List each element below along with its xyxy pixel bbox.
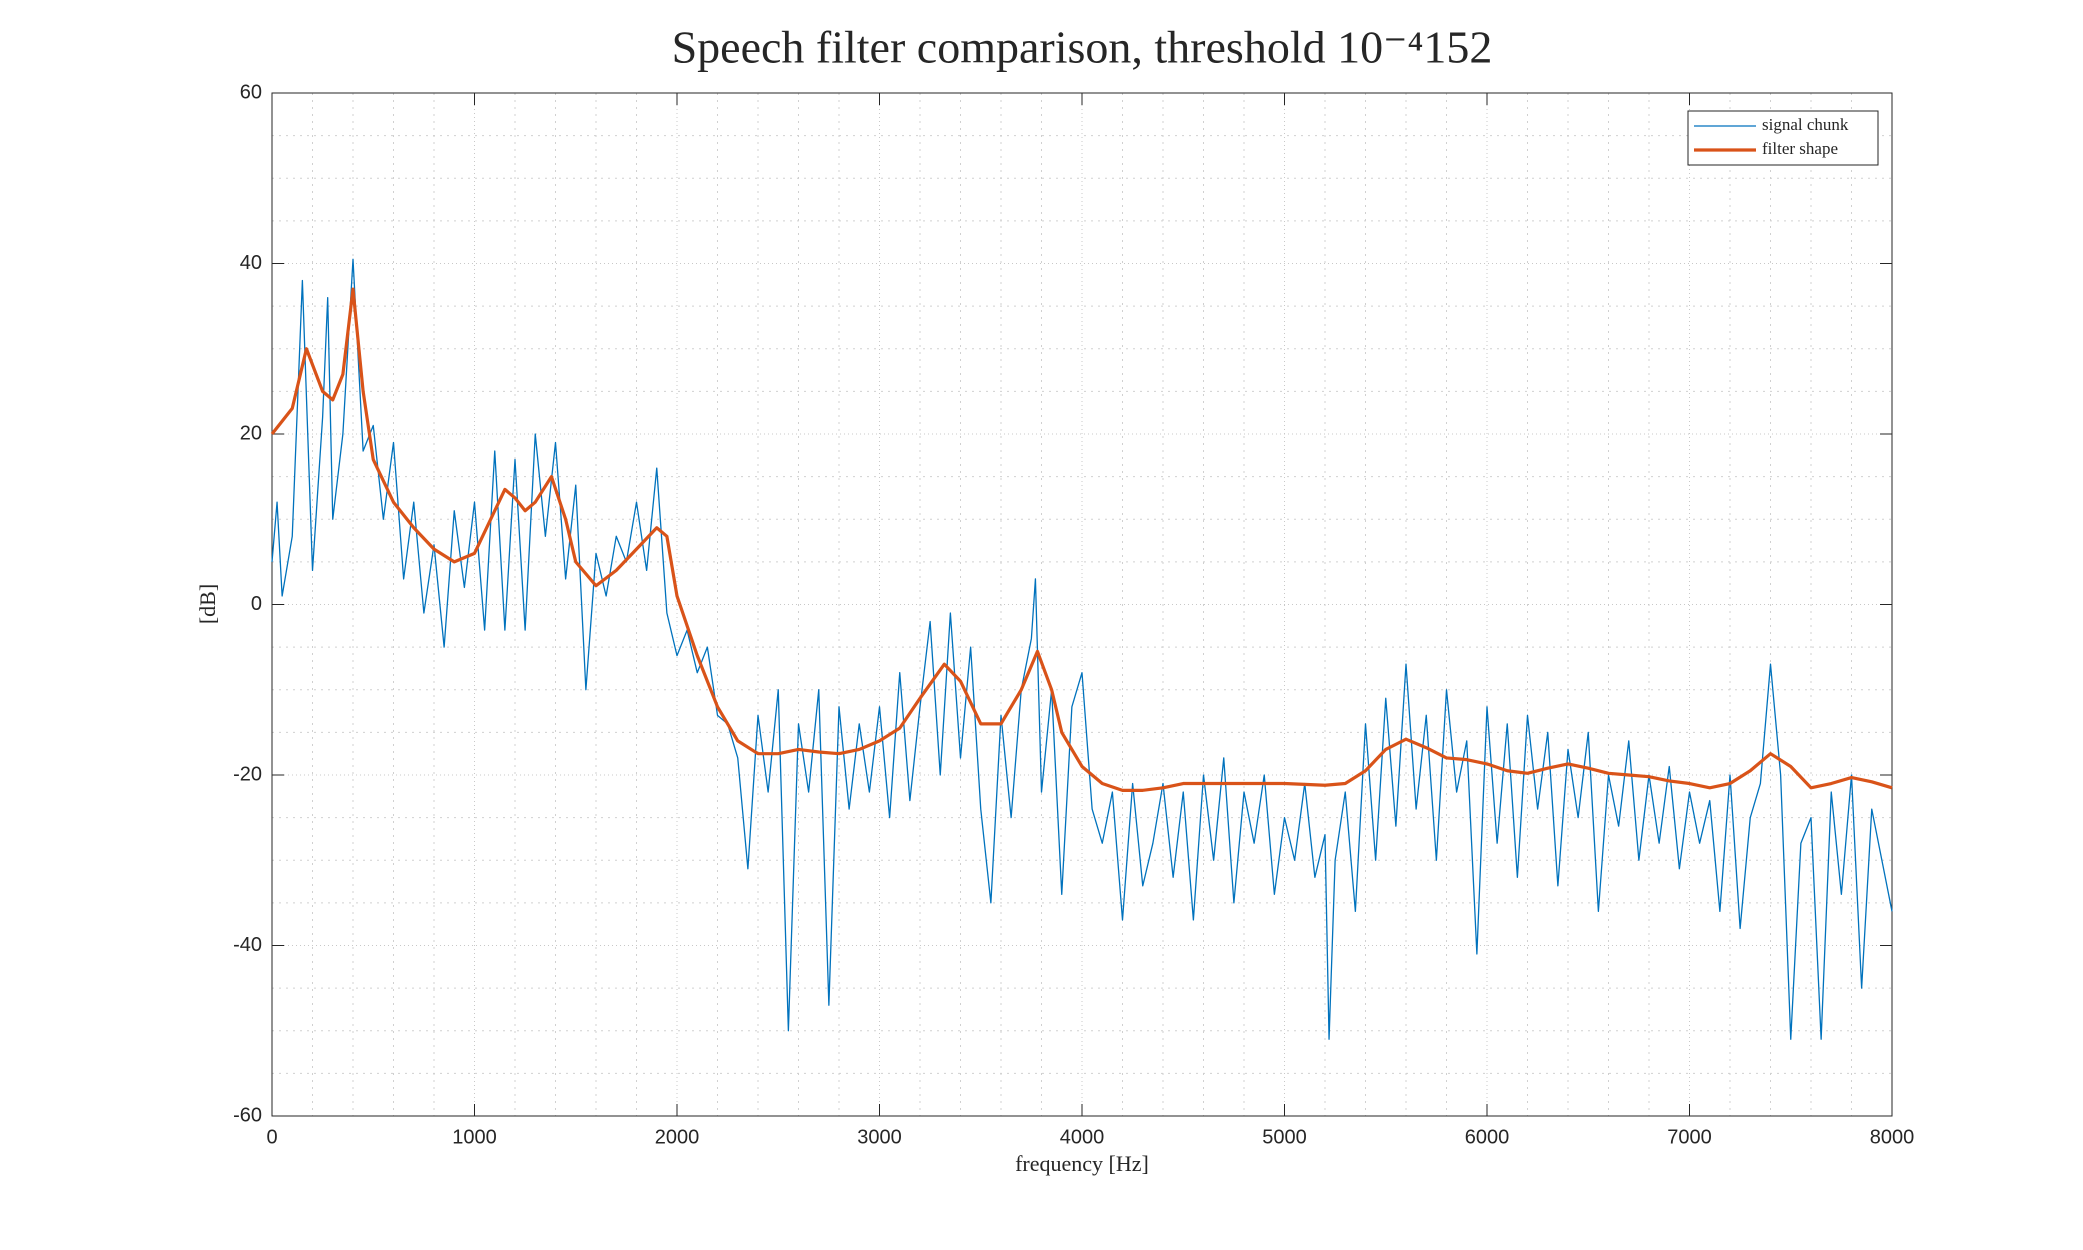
legend: signal chunk filter shape — [1687, 110, 1879, 166]
legend-label: signal chunk — [1762, 115, 1849, 134]
y-tick-label: -60 — [233, 1104, 262, 1126]
x-tick-label: 3000 — [857, 1126, 902, 1148]
y-tick-label: 60 — [240, 81, 262, 103]
x-tick-label: 8000 — [1870, 1126, 1915, 1148]
x-tick-label: 5000 — [1262, 1126, 1307, 1148]
chart-title: Speech filter comparison, threshold 10⁻⁴… — [672, 22, 1493, 73]
y-tick-label: 20 — [240, 422, 262, 444]
plot-frame — [271, 92, 1893, 1117]
series-line — [271, 258, 1893, 1040]
series-line — [270, 287, 1893, 792]
x-tick-label: 0 — [266, 1126, 277, 1148]
x-axis-label: frequency [Hz] — [1015, 1151, 1149, 1176]
x-tick-label: 4000 — [1060, 1126, 1105, 1148]
y-tick-label: 40 — [240, 252, 262, 274]
legend-box — [1687, 110, 1879, 166]
legend-label: filter shape — [1762, 139, 1838, 158]
y-tick-label: -20 — [233, 763, 262, 785]
x-tick-label: 2000 — [655, 1126, 700, 1148]
y-tick-label: 0 — [251, 593, 262, 615]
y-axis-label: [dB] — [195, 584, 220, 624]
x-tick-label: 1000 — [452, 1126, 497, 1148]
x-tick-label: 7000 — [1667, 1126, 1712, 1148]
x-tick-label: 6000 — [1465, 1126, 1510, 1148]
y-tick-label: -40 — [233, 934, 262, 956]
